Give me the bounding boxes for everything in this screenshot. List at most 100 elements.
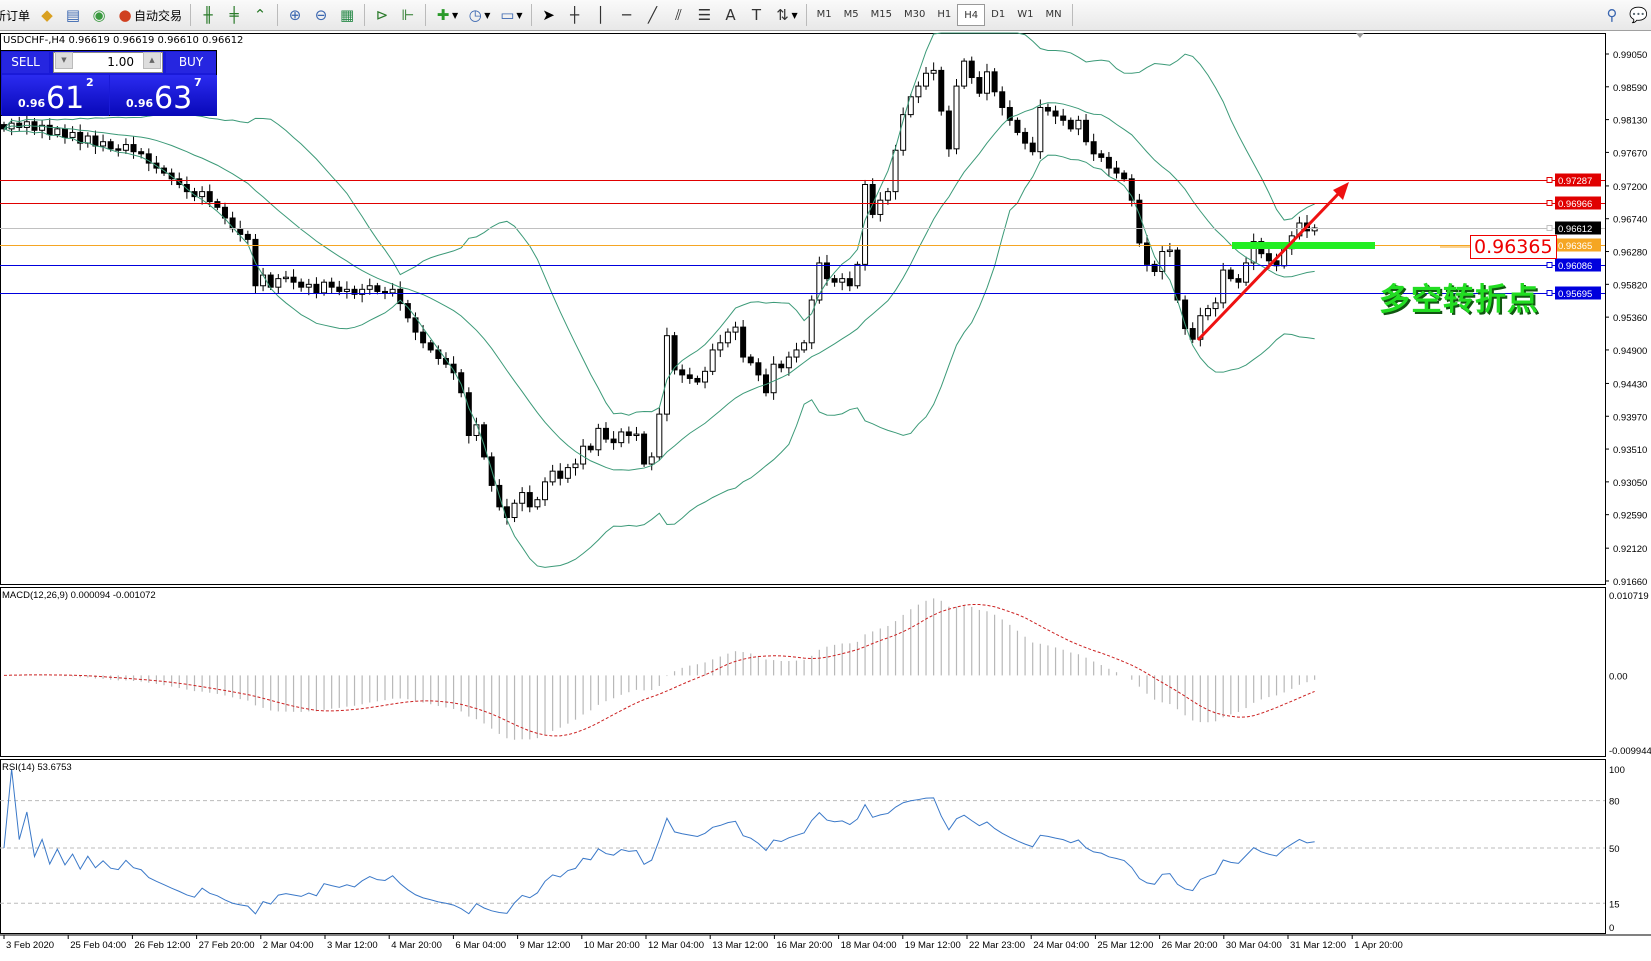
chart-window[interactable]: 0.99050 0.98590 0.98130 0.97670 0.97200 0.967… <box>0 32 1651 958</box>
periods-button[interactable]: ◷ ▼ <box>462 3 494 27</box>
auto-scroll-button[interactable]: ⊳ <box>369 3 395 27</box>
price-tick-label: 0.93050 <box>1613 478 1647 489</box>
candle-bull <box>100 141 107 147</box>
candle-bear <box>999 91 1006 108</box>
price-line-tag-label: 0.96086 <box>1558 261 1592 272</box>
separator <box>530 4 532 26</box>
signal-button[interactable]: ◉ <box>86 3 112 27</box>
chat-button[interactable]: 💬 <box>1625 3 1651 27</box>
timeframe-mn[interactable]: MN <box>1045 9 1062 20</box>
candle-bear <box>1144 242 1150 265</box>
lot-increase-button[interactable]: ▲ <box>143 52 161 69</box>
line-chart-icon: ⌃ <box>253 6 267 24</box>
rsi-line <box>3 768 1315 915</box>
cursor-icon: ➤ <box>542 6 555 24</box>
zoom-in-button[interactable]: ⊕ <box>282 3 308 27</box>
candle-bear <box>610 438 617 444</box>
bar-chart-icon: ╫ <box>203 6 213 24</box>
lot-size-input[interactable]: 1.00 <box>53 52 163 73</box>
candle-bear <box>694 377 701 383</box>
candle-bull <box>564 467 571 479</box>
candle-bear <box>328 281 335 288</box>
tile-windows-button[interactable]: ▦ <box>334 3 360 27</box>
bid-pip: 2 <box>86 76 94 89</box>
horizontal-line-button[interactable]: ─ <box>614 3 640 27</box>
candle-bear <box>61 128 68 138</box>
templates-button[interactable]: ▭ ▼ <box>494 3 526 27</box>
price-line-tag <box>1555 196 1601 210</box>
chart-shift-button[interactable]: ⊩ <box>395 3 421 27</box>
pane-border <box>0 587 1606 757</box>
candle-bear <box>298 281 305 288</box>
price-tag-annotation[interactable]: 0.96365 <box>1470 235 1557 259</box>
bar-chart-button[interactable]: ╫ <box>195 3 221 27</box>
vertical-line-button[interactable]: │ <box>588 3 614 27</box>
price-tick-label: 0.95360 <box>1613 313 1647 324</box>
time-label: 1 Apr 20:00 <box>1354 940 1403 951</box>
channel-button[interactable]: ⫽ <box>666 3 692 27</box>
lot-decrease-button[interactable]: ▼ <box>55 52 73 69</box>
candle-bull <box>519 492 526 504</box>
timeframe-m1[interactable]: M1 <box>816 9 832 20</box>
macd-tick-label: -0.009944 <box>1609 746 1651 757</box>
candle-bear <box>107 141 114 150</box>
candle-bull <box>359 288 366 295</box>
timeframe-h4[interactable]: H4 <box>957 4 986 26</box>
timeframe-h1[interactable]: H1 <box>937 9 952 20</box>
price-tick-label: 0.91660 <box>1613 577 1647 588</box>
candle-bear <box>397 288 404 305</box>
market-watch-button[interactable]: ◆ <box>34 3 60 27</box>
text-annotation[interactable]: 多空转折点 <box>1379 282 1539 318</box>
cursor-button[interactable]: ➤ <box>536 3 562 27</box>
chevron-down-icon: ▼ <box>452 10 459 20</box>
candle-bear <box>557 470 564 479</box>
ask-price-button[interactable]: 0.96 63 7 <box>110 75 217 116</box>
ask-pip: 7 <box>194 76 202 89</box>
trendline-button[interactable]: ╱ <box>640 3 666 27</box>
buy-button[interactable]: BUY <box>166 52 216 73</box>
search-button[interactable]: ⚲ <box>1599 3 1625 27</box>
one-click-trading-panel: SELL 1.00 ▼ ▲ BUY 0.96 61 2 0.96 63 7 <box>0 50 217 116</box>
timeframe-m30[interactable]: M30 <box>904 9 926 20</box>
text-label-button[interactable]: T <box>744 3 770 27</box>
chart-canvas[interactable]: 0.990500.985900.981300.976700.972000.967… <box>0 32 1651 958</box>
candle-bull <box>961 60 968 87</box>
symbol-info: USDCHF-,H4 0.96619 0.96619 0.96610 0.966… <box>3 35 244 46</box>
line-chart-button[interactable]: ⌃ <box>247 3 273 27</box>
candle-bull <box>1243 262 1250 283</box>
candle-bull <box>54 128 61 136</box>
chart-shift-marker <box>1356 33 1364 38</box>
timeframe-m5[interactable]: M5 <box>843 9 859 20</box>
separator <box>364 4 366 26</box>
candle-bull <box>877 199 884 215</box>
price-tick-label: 0.93970 <box>1613 412 1647 423</box>
new-order-button[interactable]: 新订单 <box>0 3 34 27</box>
crosshair-button[interactable]: ┼ <box>562 3 588 27</box>
time-label: 26 Mar 20:00 <box>1162 940 1218 951</box>
candle-bear <box>138 151 145 155</box>
arrows-button[interactable]: ⇅ ▼ <box>770 3 802 27</box>
separator <box>425 4 427 26</box>
candle-bull <box>260 274 267 287</box>
time-label: 13 Mar 12:00 <box>712 940 768 951</box>
candle-bull <box>915 85 922 98</box>
auto-trading-button[interactable]: ● 自动交易 <box>112 3 186 27</box>
candle-bear <box>1105 156 1112 169</box>
text-button[interactable]: A <box>718 3 744 27</box>
timeframe-m15[interactable]: M15 <box>870 9 893 20</box>
candle-bear <box>968 60 975 79</box>
timeframe-d1[interactable]: D1 <box>991 9 1006 20</box>
fibonacci-button[interactable]: ☰ <box>692 3 718 27</box>
navigator-button[interactable]: ▤ <box>60 3 86 27</box>
candlestick-button[interactable]: ╪ <box>221 3 247 27</box>
sell-button[interactable]: SELL <box>2 52 49 73</box>
indicators-button[interactable]: ✚ ▼ <box>430 3 462 27</box>
time-label: 24 Mar 04:00 <box>1033 940 1089 951</box>
time-label: 2 Mar 04:00 <box>263 940 314 951</box>
vertical-line-icon: │ <box>595 6 606 24</box>
timeframe-w1[interactable]: W1 <box>1017 9 1034 20</box>
candle-bull <box>907 96 914 116</box>
zoom-out-button[interactable]: ⊖ <box>308 3 334 27</box>
bid-price-button[interactable]: 0.96 61 2 <box>2 75 109 116</box>
candle-bear <box>602 427 609 440</box>
